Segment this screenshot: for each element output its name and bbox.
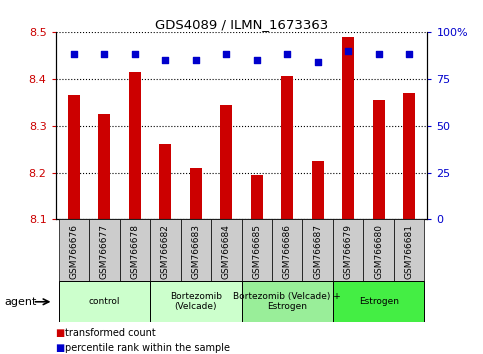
Bar <box>211 219 242 281</box>
Bar <box>342 36 355 219</box>
Bar <box>68 95 80 219</box>
Text: ■: ■ <box>56 328 65 338</box>
Bar <box>58 281 150 322</box>
Text: GSM766684: GSM766684 <box>222 224 231 279</box>
Text: GSM766682: GSM766682 <box>161 224 170 279</box>
Bar <box>403 93 415 219</box>
Bar <box>302 219 333 281</box>
Point <box>131 52 139 57</box>
Text: control: control <box>88 297 120 306</box>
Text: ■: ■ <box>56 343 65 353</box>
Point <box>284 52 291 57</box>
Bar <box>372 100 385 219</box>
Text: GSM766683: GSM766683 <box>191 224 200 279</box>
Bar <box>181 219 211 281</box>
Bar <box>98 114 111 219</box>
Point <box>70 52 78 57</box>
Text: GSM766681: GSM766681 <box>405 224 413 279</box>
Bar <box>394 219 425 281</box>
Title: GDS4089 / ILMN_1673363: GDS4089 / ILMN_1673363 <box>155 18 328 31</box>
Bar <box>128 72 141 219</box>
Bar <box>333 281 425 322</box>
Bar <box>220 104 232 219</box>
Text: GSM766687: GSM766687 <box>313 224 322 279</box>
Point <box>100 52 108 57</box>
Bar <box>272 219 302 281</box>
Text: GSM766678: GSM766678 <box>130 224 139 279</box>
Text: percentile rank within the sample: percentile rank within the sample <box>65 343 230 353</box>
Bar <box>58 219 89 281</box>
Text: Bortezomib (Velcade) +
Estrogen: Bortezomib (Velcade) + Estrogen <box>233 292 341 312</box>
Bar <box>190 168 202 219</box>
Text: Estrogen: Estrogen <box>359 297 398 306</box>
Bar <box>159 144 171 219</box>
Bar <box>150 219 181 281</box>
Text: transformed count: transformed count <box>65 328 156 338</box>
Text: GSM766677: GSM766677 <box>100 224 109 279</box>
Point <box>375 52 383 57</box>
Point <box>192 57 199 63</box>
Bar <box>333 219 363 281</box>
Text: GSM766679: GSM766679 <box>344 224 353 279</box>
Text: GSM766685: GSM766685 <box>252 224 261 279</box>
Bar <box>150 281 242 322</box>
Text: GSM766680: GSM766680 <box>374 224 383 279</box>
Point <box>405 52 413 57</box>
Point <box>314 59 322 65</box>
Text: GSM766676: GSM766676 <box>70 224 78 279</box>
Point <box>161 57 169 63</box>
Text: agent: agent <box>5 297 37 307</box>
Point <box>344 48 352 53</box>
Bar <box>281 76 293 219</box>
Text: Bortezomib
(Velcade): Bortezomib (Velcade) <box>170 292 222 312</box>
Bar <box>89 219 120 281</box>
Bar <box>312 161 324 219</box>
Bar <box>242 219 272 281</box>
Bar <box>242 281 333 322</box>
Bar <box>363 219 394 281</box>
Point <box>222 52 230 57</box>
Bar <box>120 219 150 281</box>
Bar <box>251 175 263 219</box>
Point <box>253 57 261 63</box>
Text: GSM766686: GSM766686 <box>283 224 292 279</box>
